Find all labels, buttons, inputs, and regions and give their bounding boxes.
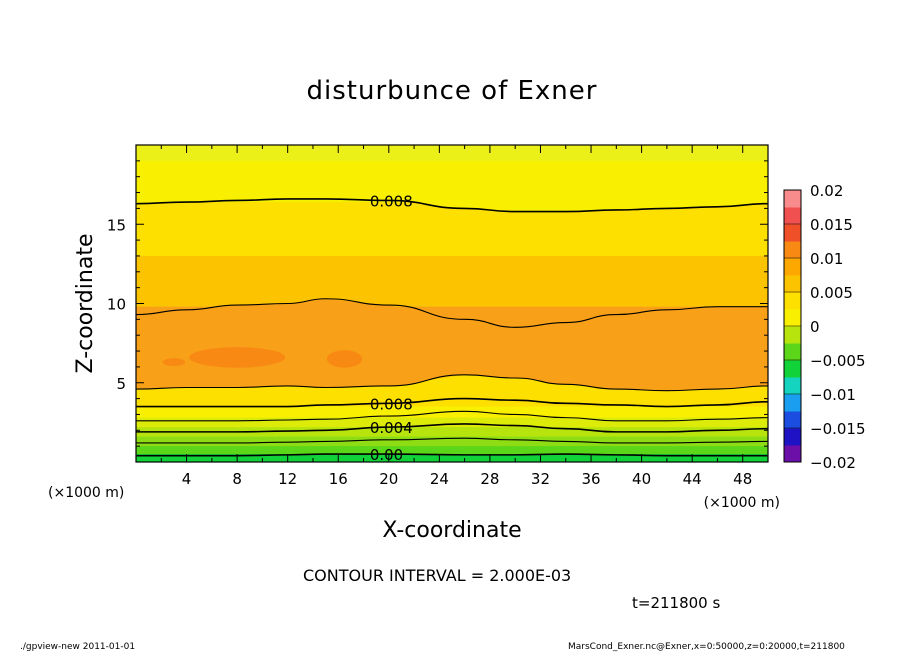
x-tick-label: 20 [379,470,398,488]
colorbar-swatch [784,428,801,446]
colorbar-tick-label: 0 [810,318,820,336]
x-tick-label: 4 [182,470,192,488]
contour-highlight [189,347,286,368]
x-tick-label: 32 [531,470,550,488]
contour-fill [136,145,768,212]
contour-label: 0.00 [370,446,403,464]
contour-line [136,374,768,392]
colorbar-swatch [784,394,801,412]
contour-band [136,145,768,161]
colorbar-tick-label: 0.01 [810,250,843,268]
colorbar-swatch [784,241,801,259]
colorbar-tick-label: −0.005 [810,352,866,370]
colorbar-swatch [784,190,801,208]
colorbar-tick-label: 0.02 [810,182,843,200]
contour-line [136,437,768,444]
colorbar-swatch [784,445,801,463]
footer-left: ./gpview-new 2011-01-01 [20,642,136,652]
contour-interval-label: CONTOUR INTERVAL = 2.000E-03 [303,566,572,585]
contour-label: 0.004 [370,419,413,437]
colorbar-tick-label: 0.015 [810,216,853,234]
contour-fill [136,374,768,407]
contour-fill [136,298,768,391]
colorbar-swatch [784,258,801,276]
y-tick-label: 10 [107,296,126,314]
x-tick-label: 12 [278,470,297,488]
colorbar-tick-label: −0.01 [810,386,856,404]
colorbar-swatch [784,411,801,429]
contour-line [136,423,768,433]
colorbar-tick-label: −0.02 [810,454,856,472]
colorbar-swatch [784,360,801,378]
colorbar-swatch [784,343,801,361]
colorbar-swatch [784,292,801,310]
x-tick-label: 24 [430,470,449,488]
contour-label: 0.008 [370,192,413,210]
x-tick-label: 8 [232,470,242,488]
colorbar-swatch [784,207,801,225]
x-tick-label: 28 [480,470,499,488]
x-tick-label: 48 [733,470,752,488]
contour-highlight [162,358,186,367]
colorbar-swatch [784,275,801,293]
colorbar-swatch [784,224,801,242]
x-tick-label: 16 [329,470,348,488]
x-tick-label: 40 [632,470,651,488]
footer-right: MarsCond_Exner.nc@Exner,x=0:50000,z=0:20… [568,642,845,652]
contour-line [136,397,768,408]
contour-line [136,198,768,213]
colorbar-swatch [784,377,801,395]
contour-line [136,410,768,422]
x-tick-label: 36 [581,470,600,488]
x-axis-label: X-coordinate [382,518,521,543]
contour-line [136,298,768,328]
y-tick-label: 15 [107,216,126,234]
contour-label: 0.008 [370,395,413,413]
y-axis-label: Z-coordinate [73,234,98,374]
x-axis-unit: (×1000 m) [704,495,780,511]
y-axis-unit: (×1000 m) [48,485,124,501]
contour-highlight [326,350,363,368]
colorbar-swatch [784,326,801,344]
contour-band [136,454,768,462]
time-label: t=211800 s [632,594,721,612]
y-tick-label: 5 [116,375,126,393]
colorbar-tick-label: 0.005 [810,284,853,302]
chart-title: disturbunce of Exner [306,76,598,106]
x-tick-label: 44 [683,470,702,488]
colorbar-swatch [784,309,801,327]
colorbar-tick-label: −0.015 [810,420,866,438]
